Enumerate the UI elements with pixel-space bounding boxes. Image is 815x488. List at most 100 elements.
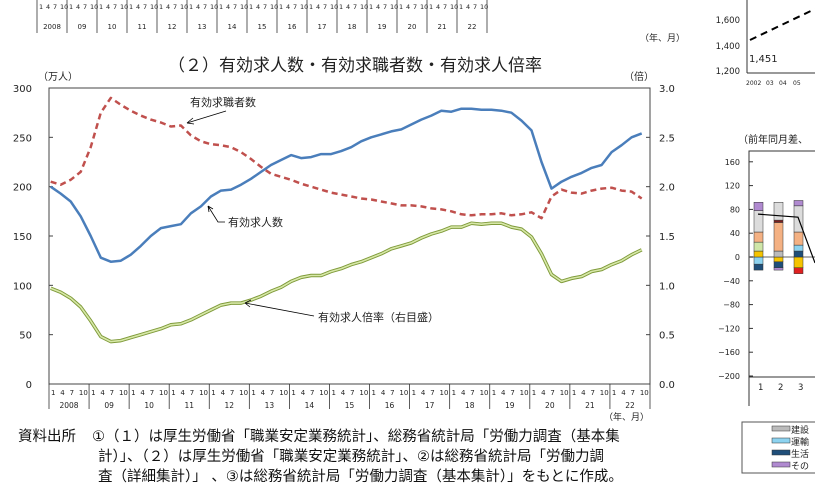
top-month-tick: 7 xyxy=(443,3,447,11)
top-year-tick: 15 xyxy=(258,23,267,31)
side-lower-ytick: −40 xyxy=(723,277,740,286)
footnote-line-1: 資料出所 ①（１）は厚生労働省「職業安定業務統計」、総務省統計局「労働力調査（基本… xyxy=(18,427,620,447)
x-axis-unit: （年、月） xyxy=(604,411,649,423)
side-stacked-bar-segment xyxy=(793,231,804,246)
top-month-tick: 4 xyxy=(316,3,320,11)
x-month-tick: 10 xyxy=(279,389,288,397)
x-month-tick: 4 xyxy=(221,389,226,397)
x-year-tick: 13 xyxy=(265,401,275,410)
x-month-tick: 1 xyxy=(452,389,456,397)
x-year-tick: 21 xyxy=(585,401,595,410)
top-year-tick: 10 xyxy=(108,23,117,31)
x-month-tick: 7 xyxy=(270,389,274,397)
top-month-tick: 10 xyxy=(270,3,278,11)
top-month-tick: 4 xyxy=(166,3,170,11)
side-lower-ytick: −160 xyxy=(718,348,740,357)
top-month-tick: 4 xyxy=(376,3,380,11)
top-month-tick: 10 xyxy=(480,3,488,11)
right-axis-unit: （倍） xyxy=(624,70,654,83)
x-month-tick: 4 xyxy=(261,389,266,397)
legend-label: 運輸 xyxy=(791,436,809,448)
x-month-tick: 4 xyxy=(60,389,65,397)
top-month-tick: 1 xyxy=(219,3,223,11)
right-ytick-label: 2.5 xyxy=(659,133,675,144)
side-total-line xyxy=(757,213,815,264)
top-month-tick: 1 xyxy=(369,3,373,11)
x-month-tick: 10 xyxy=(79,389,88,397)
x-month-tick: 1 xyxy=(612,389,616,397)
right-ytick-label: 3.0 xyxy=(659,84,675,95)
top-month-tick: 10 xyxy=(120,3,128,11)
x-year-tick: 18 xyxy=(465,401,475,410)
legend-swatch xyxy=(771,449,791,456)
side-xtick: 05 xyxy=(793,80,801,87)
footnote-line-2: 計）」、（２）は厚生労働省「職業安定業務統計」、②は総務省統計局「労働力調 xyxy=(98,449,604,465)
x-month-tick: 7 xyxy=(150,389,154,397)
side-lower-ytick: 120 xyxy=(725,182,740,191)
x-month-tick: 1 xyxy=(372,389,376,397)
arrowhead-icon xyxy=(186,117,195,125)
x-month-tick: 4 xyxy=(140,389,145,397)
top-month-tick: 1 xyxy=(429,3,433,11)
side-lower-xtick: 3 xyxy=(798,383,803,393)
x-month-tick: 7 xyxy=(110,389,114,397)
side-stacked-bar-segment xyxy=(793,256,804,268)
label-job-offers: 有効求人数 xyxy=(228,215,283,229)
top-year-tick: 20 xyxy=(408,23,417,31)
top-year-tick: 22 xyxy=(468,23,477,31)
label-ratio: 有効求人倍率（右目盛） xyxy=(318,310,439,324)
side-stacked-bar-segment xyxy=(793,200,804,207)
chart-title: （２）有効求人数・有効求職者数・有効求人倍率 xyxy=(168,56,542,76)
legend-swatch xyxy=(771,437,791,444)
side-lower-ytick: 0 xyxy=(735,253,740,262)
top-month-tick: 10 xyxy=(450,3,458,11)
top-month-tick: 1 xyxy=(129,3,133,11)
top-year-tick: 13 xyxy=(198,23,207,31)
side-stacked-bar-segment xyxy=(793,250,804,258)
x-month-tick: 4 xyxy=(541,389,546,397)
x-month-tick: 7 xyxy=(230,389,234,397)
side-chart-upper: 1,600 1,400 1,200 1,451 2002 03 04 05 xyxy=(716,0,815,87)
top-month-tick: 10 xyxy=(300,3,308,11)
x-month-tick: 4 xyxy=(581,389,586,397)
x-month-tick: 4 xyxy=(421,389,426,397)
top-month-tick: 10 xyxy=(330,3,338,11)
top-month-tick: 4 xyxy=(136,3,140,11)
x-month-tick: 1 xyxy=(291,389,295,397)
side-stacked-bar-segment xyxy=(753,231,764,243)
top-month-tick: 7 xyxy=(293,3,297,11)
side-stacked-bar-segment xyxy=(773,256,784,263)
arrow-job-seekers xyxy=(186,110,227,124)
side-lower-ytick: −120 xyxy=(718,324,740,333)
top-month-tick: 7 xyxy=(113,3,117,11)
top-month-tick: 7 xyxy=(143,3,147,11)
x-month-tick: 10 xyxy=(520,389,529,397)
x-year-tick: 11 xyxy=(184,401,194,410)
top-month-tick: 7 xyxy=(83,3,87,11)
side-xtick: 04 xyxy=(779,80,787,87)
x-year-tick: 2008 xyxy=(59,401,78,410)
left-ytick-label: 50 xyxy=(19,331,32,342)
top-month-tick: 1 xyxy=(279,3,283,11)
x-month-tick: 10 xyxy=(199,389,208,397)
x-month-tick: 1 xyxy=(532,389,536,397)
side-data-label: 1,451 xyxy=(749,54,778,65)
side-lower-unit: （前年同月差、 xyxy=(738,133,808,146)
top-month-tick: 4 xyxy=(46,3,50,11)
top-month-tick: 4 xyxy=(106,3,110,11)
top-year-tick: 17 xyxy=(318,23,327,31)
right-ytick-label: 0.5 xyxy=(659,331,675,342)
right-ytick-label: 2.0 xyxy=(659,183,675,194)
x-month-tick: 1 xyxy=(51,389,55,397)
x-month-tick: 4 xyxy=(100,389,105,397)
side-stacked-bar-segment xyxy=(773,261,784,268)
x-month-tick: 7 xyxy=(510,389,514,397)
left-ytick-label: 150 xyxy=(13,232,32,243)
x-month-tick: 1 xyxy=(171,389,175,397)
x-year-tick: 17 xyxy=(425,401,435,410)
side-lower-ytick: −200 xyxy=(718,372,740,381)
x-month-tick: 1 xyxy=(572,389,576,397)
top-month-tick: 10 xyxy=(60,3,68,11)
